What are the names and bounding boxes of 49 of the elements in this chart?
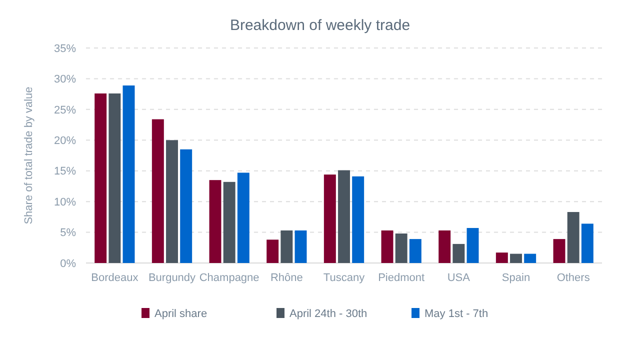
y-tick-label: 20% bbox=[54, 134, 76, 147]
x-tick-label: Burgundy bbox=[148, 272, 196, 284]
y-tick-label: 25% bbox=[54, 104, 76, 116]
bar bbox=[452, 244, 465, 263]
chart-title: Breakdown of weekly trade bbox=[230, 17, 410, 34]
legend-label: April share bbox=[154, 308, 208, 320]
x-tick-label: Spain bbox=[502, 272, 530, 284]
bar bbox=[280, 230, 293, 263]
y-tick-label: 5% bbox=[60, 227, 76, 240]
bar bbox=[496, 252, 508, 263]
bar bbox=[524, 254, 536, 263]
bar bbox=[581, 224, 594, 263]
y-axis-title: Share of total trade by value bbox=[23, 86, 35, 224]
bar bbox=[122, 85, 135, 263]
bar bbox=[338, 170, 350, 263]
y-tick-label: 35% bbox=[54, 42, 76, 55]
x-tick-label: Bordeaux bbox=[91, 272, 139, 284]
bar bbox=[294, 230, 307, 263]
bar bbox=[409, 239, 422, 263]
x-tick-label: Rhône bbox=[270, 272, 303, 284]
legend-label: April 24th - 30th bbox=[290, 308, 368, 320]
x-tick-label: Others bbox=[556, 272, 590, 284]
bar bbox=[510, 254, 522, 263]
bar bbox=[237, 172, 250, 263]
bar bbox=[166, 140, 178, 263]
bar bbox=[94, 93, 107, 263]
bar bbox=[553, 239, 566, 263]
bar bbox=[352, 176, 364, 263]
y-tick-label: 15% bbox=[54, 166, 76, 178]
bar bbox=[223, 182, 236, 263]
bar bbox=[152, 119, 164, 263]
bar bbox=[381, 230, 394, 263]
x-tick-label: USA bbox=[447, 272, 471, 284]
y-tick-label: 10% bbox=[54, 196, 76, 208]
legend-label: May 1st - 7th bbox=[424, 308, 488, 320]
x-tick-label: Champagne bbox=[199, 272, 260, 284]
bar bbox=[266, 240, 279, 263]
x-tick-label: Tuscany bbox=[323, 272, 366, 284]
bar bbox=[209, 180, 222, 263]
bar bbox=[438, 230, 451, 263]
bar bbox=[108, 93, 121, 263]
bar bbox=[466, 228, 479, 263]
bar bbox=[324, 174, 336, 263]
y-tick-label: 0% bbox=[60, 258, 76, 270]
bar bbox=[395, 234, 408, 263]
y-tick-label: 30% bbox=[54, 74, 76, 86]
bar bbox=[180, 149, 192, 263]
x-tick-label: Piedmont bbox=[378, 272, 425, 284]
bar bbox=[567, 212, 580, 263]
